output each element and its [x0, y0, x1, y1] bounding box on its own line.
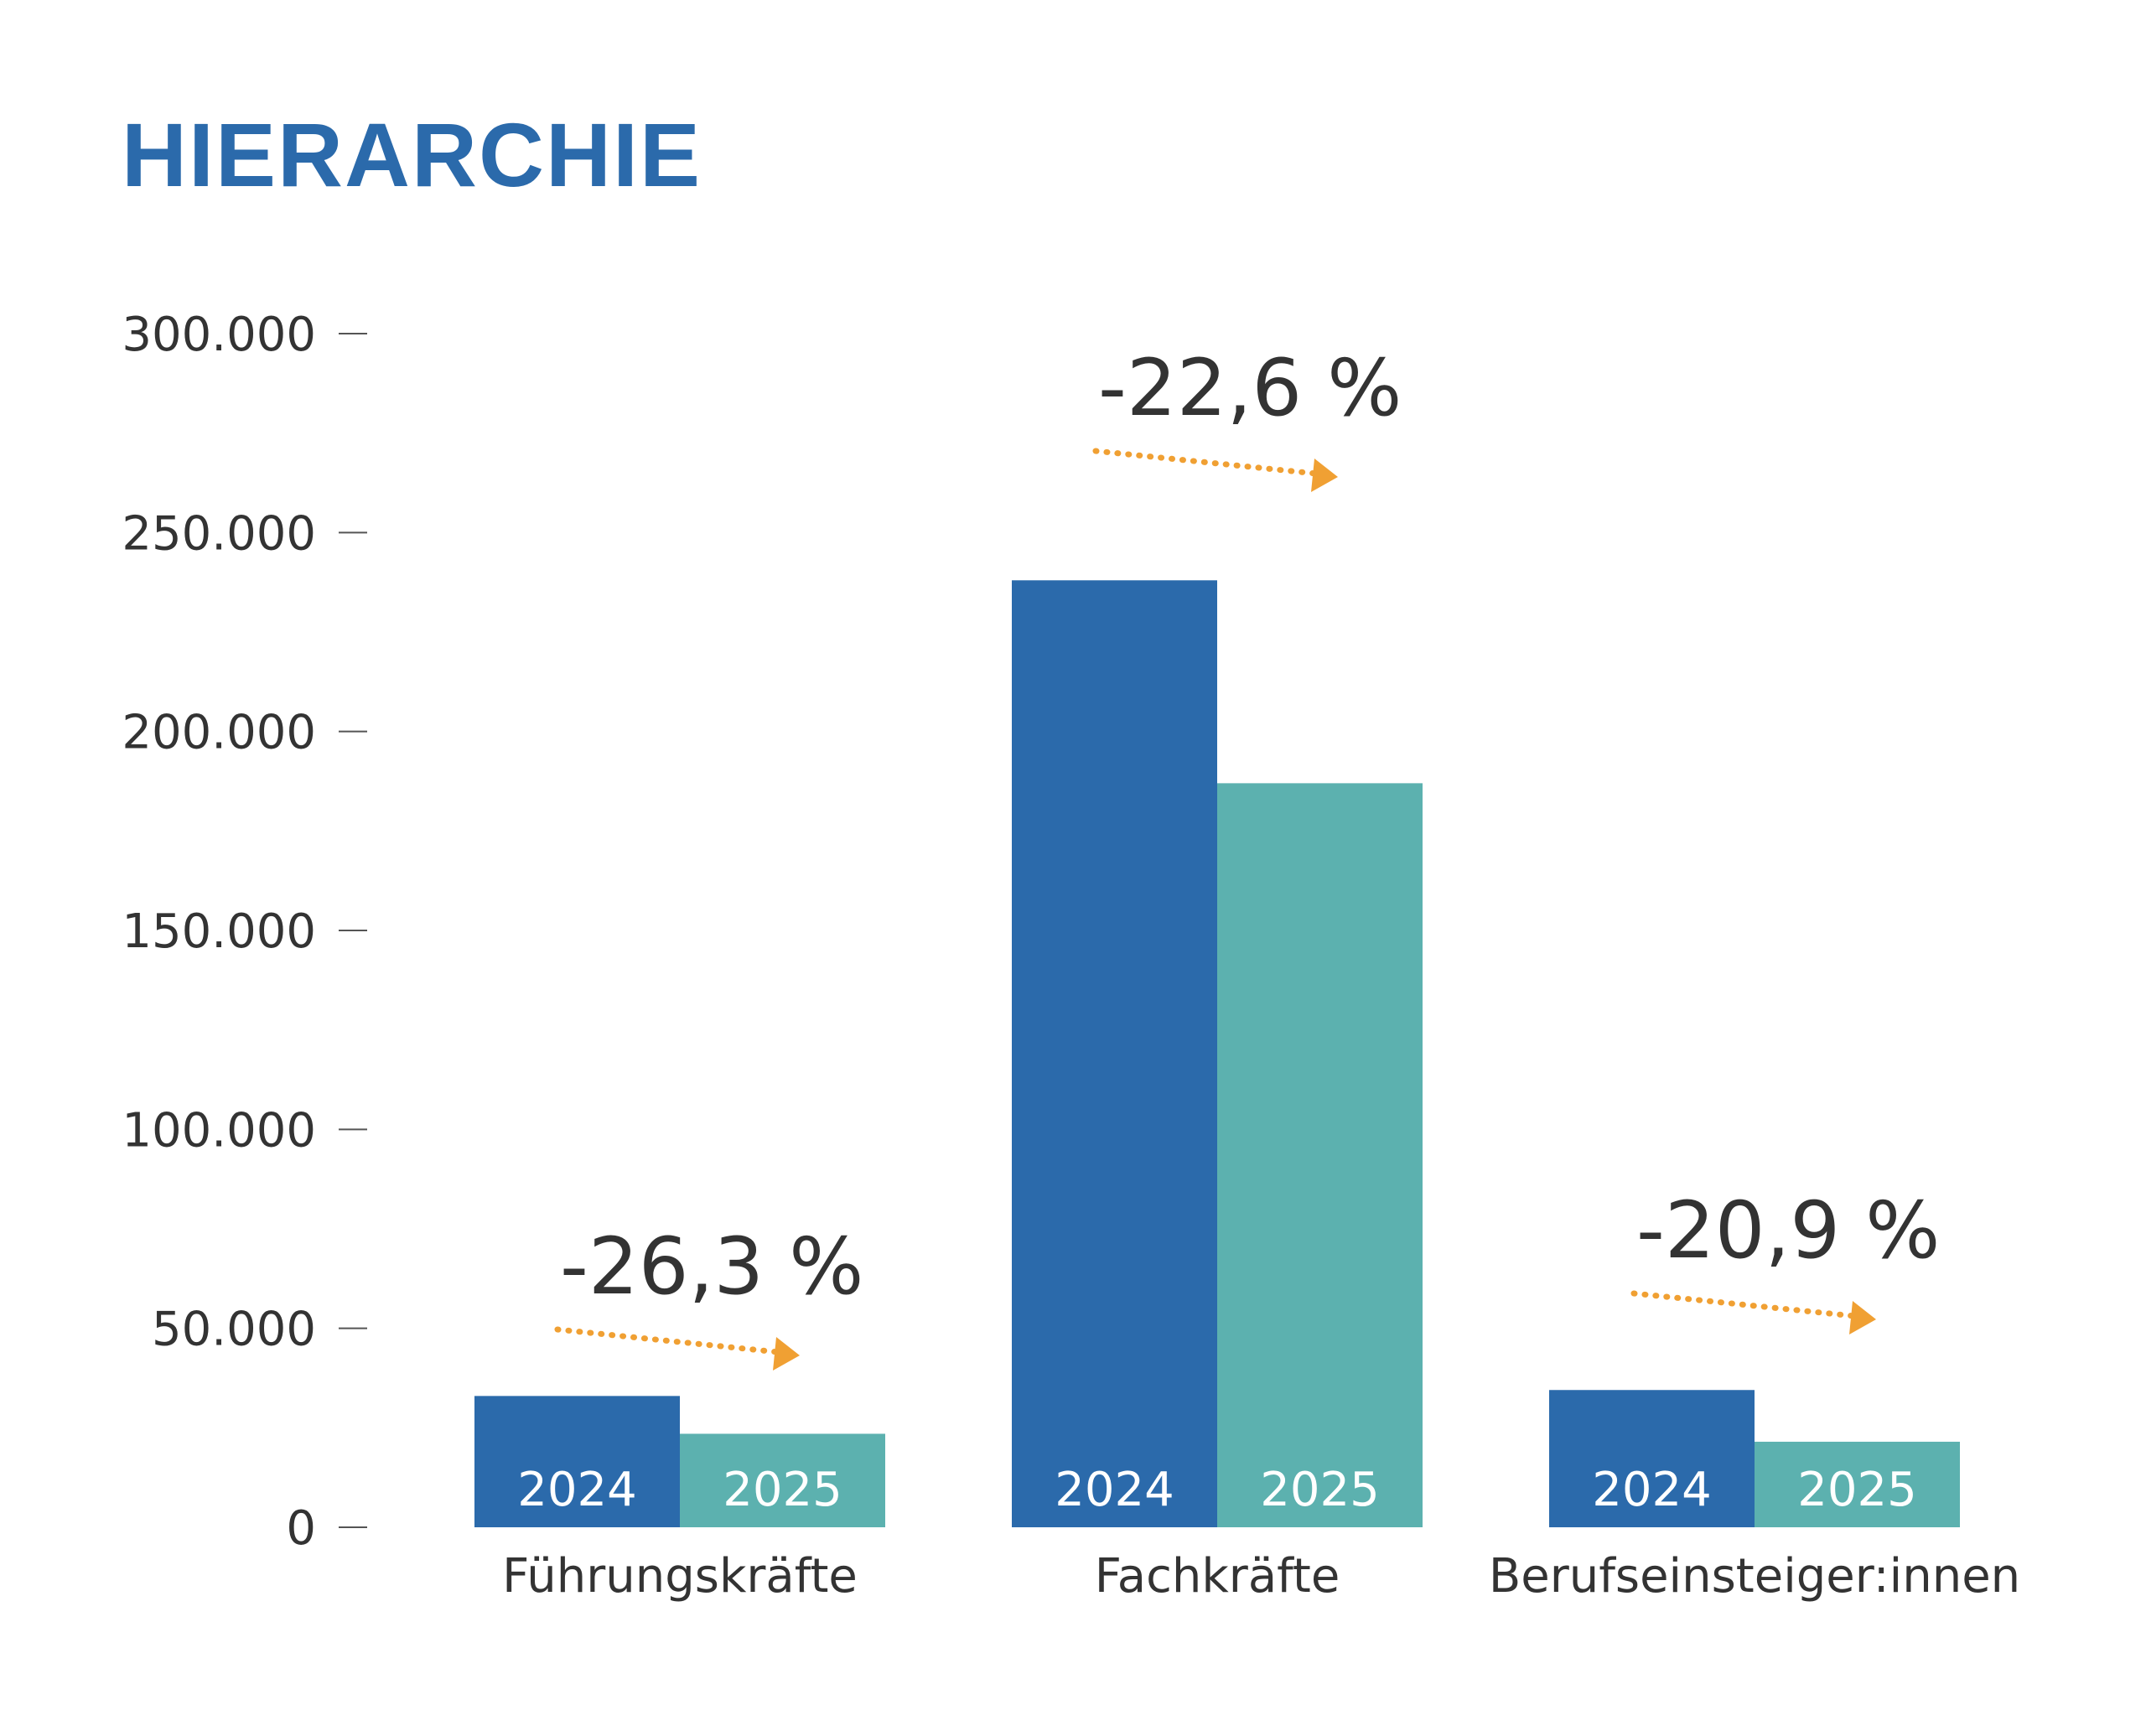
change-percent-label: -22,6 %: [1098, 343, 1402, 434]
y-axis: 0 50.000 100.000 150.000 200.000 250.000 300.0…: [122, 308, 367, 1556]
change-percent-label: -20,9 %: [1636, 1185, 1940, 1277]
bar: [1755, 1441, 1960, 1527]
bar: [474, 1396, 680, 1527]
y-tick-label: 250.000: [122, 506, 316, 561]
x-category-label: Führungskräfte: [502, 1549, 858, 1604]
y-tick-label: 100.000: [122, 1103, 316, 1158]
change-arrow-head-icon: [773, 1337, 800, 1371]
change-percent-label: -26,3 %: [560, 1221, 863, 1313]
change-arrow-dotted-line: [554, 1326, 781, 1355]
x-category-label: Fachkräfte: [1095, 1549, 1340, 1604]
bars: 2024 2025 2024 2025 2024 2025: [474, 580, 1960, 1527]
bar-year-label: 2025: [1260, 1463, 1380, 1517]
change-arrow-dotted-line: [1630, 1290, 1858, 1319]
y-tick-label: 200.000: [122, 706, 316, 760]
chart-title: HIERARCHIE: [122, 104, 702, 205]
y-tick-label: 50.000: [152, 1303, 316, 1357]
x-axis: Führungskräfte Fachkräfte Berufseinsteiger…: [502, 1549, 2020, 1604]
change-arrow-head-icon: [1311, 459, 1338, 492]
bar: [680, 1433, 885, 1527]
y-tick-label: 150.000: [122, 904, 316, 959]
y-tick-label: 300.000: [122, 308, 316, 362]
bar-year-label: 2024: [1055, 1463, 1174, 1517]
change-annotations: -26,3 % -22,6 % -20,9 %: [554, 343, 1940, 1371]
bar-year-label: 2025: [1797, 1463, 1917, 1517]
bar: [1217, 783, 1423, 1527]
bar: [1549, 1390, 1755, 1527]
bar-year-label: 2025: [723, 1463, 842, 1517]
x-category-label: Berufseinsteiger:innen: [1489, 1549, 2020, 1604]
y-tick-label: 0: [286, 1501, 316, 1556]
bar: [1012, 580, 1217, 1527]
bar-year-label: 2024: [517, 1463, 637, 1517]
change-arrow-dotted-line: [1092, 448, 1319, 477]
bar-year-label: 2024: [1592, 1463, 1712, 1517]
change-arrow-head-icon: [1849, 1301, 1876, 1334]
